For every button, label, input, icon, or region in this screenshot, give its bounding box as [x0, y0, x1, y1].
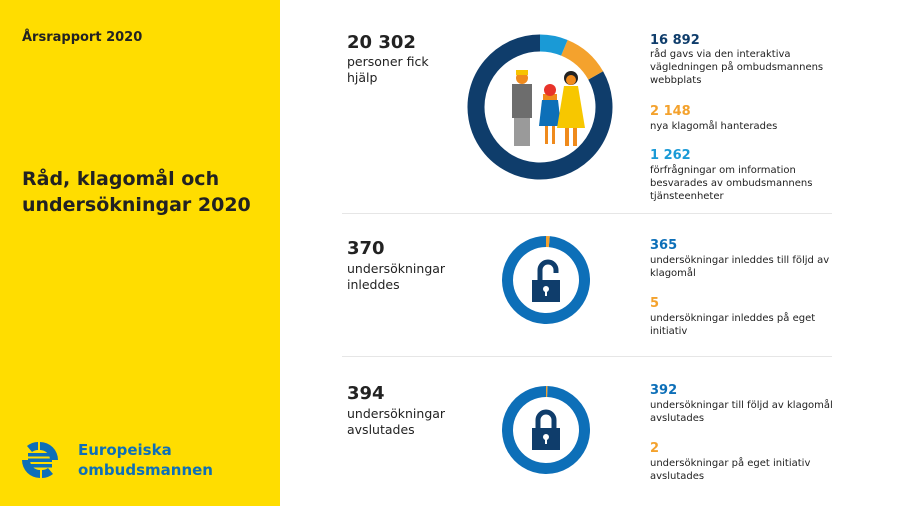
donut-segment [502, 236, 590, 324]
donut-segment [560, 39, 604, 80]
total-helped-label: personer fick hjälp [347, 54, 429, 85]
logo-line-1: Europeiska [78, 441, 172, 459]
stat-text: undersökningar inleddes på eget initiati… [650, 313, 816, 337]
total-opened-label: undersökningar inleddes [347, 261, 446, 292]
locked-padlock-icon [532, 409, 560, 450]
stat-text: undersökningar till följd av klagomål av… [650, 400, 833, 424]
unlocked-padlock-icon [532, 259, 560, 302]
total-closed-label: undersökningar avslutades [347, 406, 446, 437]
family-icon [512, 70, 585, 146]
yellow-panel: Årsrapport 2020 Råd, klagomål och unders… [0, 0, 280, 506]
total-opened: 370 [347, 238, 385, 259]
donut-segment [502, 386, 590, 474]
stat-value: 365 [650, 238, 678, 253]
stat-value: 16 892 [650, 33, 700, 48]
divider [342, 356, 832, 357]
stat-text: undersökningar inleddes till följd av kl… [650, 255, 830, 279]
stat-text: undersökningar på eget initiativ avsluta… [650, 458, 811, 482]
donut-segment [467, 34, 613, 180]
stat-value: 2 [650, 441, 660, 456]
logo-line-2: ombudsmannen [78, 461, 213, 479]
stat-text: råd gavs via den interaktiva vägledninge… [650, 49, 824, 86]
page-title: Råd, klagomål och undersökningar 2020 [22, 168, 251, 216]
donut-chart-closed [502, 386, 590, 474]
stat-value: 392 [650, 383, 678, 398]
logo-text: Europeiska ombudsmannen [78, 440, 213, 480]
total-closed: 394 [347, 383, 385, 404]
total-helped: 20 302 [347, 32, 416, 53]
donut-chart-opened [502, 236, 590, 324]
donut-segment [539, 34, 568, 56]
stat-value: 5 [650, 296, 660, 311]
ombudsman-logo-icon [22, 442, 58, 478]
stat-text: förfrågningar om information besvarades … [650, 165, 813, 202]
report-label: Årsrapport 2020 [22, 30, 143, 45]
stat-value: 2 148 [650, 104, 691, 119]
stat-value: 1 262 [650, 148, 691, 163]
divider [342, 213, 832, 214]
stat-text: nya klagomål hanterades [650, 121, 778, 132]
donut-chart-help [467, 34, 613, 180]
